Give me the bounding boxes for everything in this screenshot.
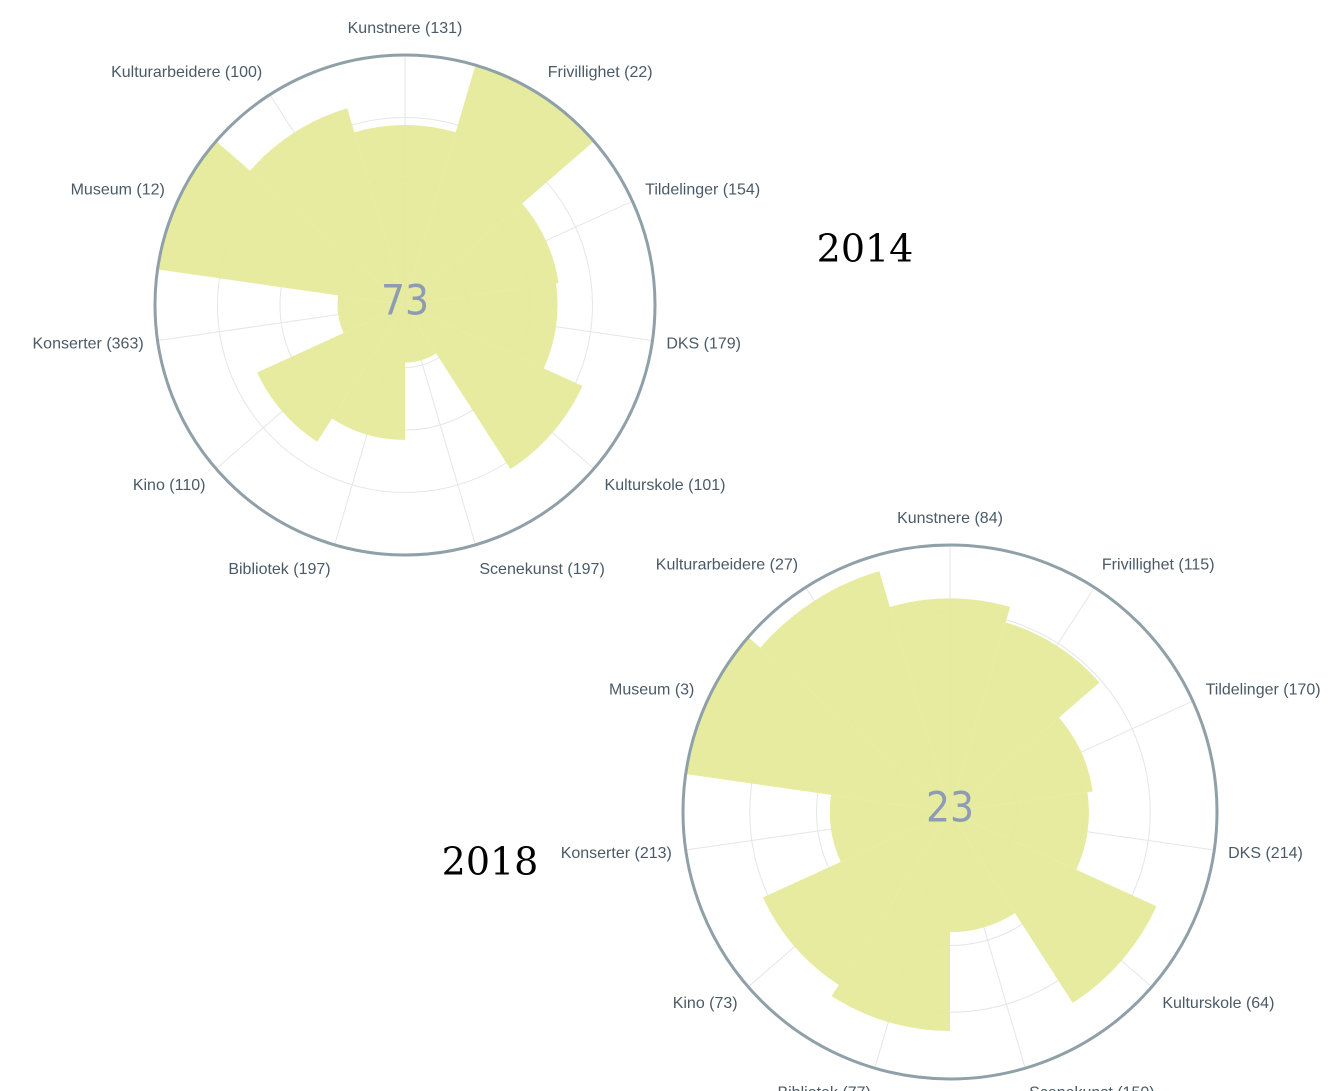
category-label: Tildelinger (154)	[645, 182, 760, 199]
wedge	[762, 812, 950, 985]
category-label: Konserter (363)	[33, 335, 144, 352]
category-label: DKS (214)	[1228, 845, 1303, 862]
center-label: 23	[926, 783, 974, 832]
wedge	[950, 622, 1100, 812]
wedge	[157, 141, 405, 305]
category-label: Museum (3)	[609, 682, 694, 699]
category-label: DKS (179)	[666, 335, 741, 352]
category-label: Kunstnere (84)	[897, 510, 1003, 527]
category-label: Scenekunst (197)	[479, 561, 604, 578]
category-label: Kulturskole (101)	[605, 477, 726, 494]
wedge	[950, 717, 1093, 812]
wedge	[760, 571, 950, 812]
category-label: Kulturarbeidere (27)	[656, 557, 798, 574]
category-label: Kunstnere (131)	[348, 20, 463, 37]
category-label: Kino (110)	[133, 477, 206, 494]
category-label: Frivillighet (22)	[548, 64, 653, 81]
chart-title: 2018	[442, 840, 539, 884]
wedge	[405, 65, 594, 305]
category-label: Bibliotek (197)	[228, 561, 330, 578]
category-label: Bibliotek (77)	[777, 1084, 870, 1091]
category-label: Museum (12)	[71, 182, 165, 199]
outer-ring	[153, 53, 657, 557]
category-label: Tildelinger (170)	[1206, 682, 1321, 699]
wedge	[405, 305, 583, 470]
category-label: Frivillighet (115)	[1102, 557, 1215, 574]
category-label: Konserter (213)	[561, 845, 672, 862]
outer-ring	[681, 543, 1219, 1081]
wedge	[250, 108, 405, 305]
category-label: Scenekunst (150)	[1029, 1084, 1154, 1091]
category-label: Kulturarbeidere (100)	[111, 64, 262, 81]
wedge	[950, 812, 1015, 933]
wedge	[405, 203, 559, 305]
wedge	[950, 792, 1089, 870]
wedge	[950, 812, 1157, 1003]
wedge	[889, 598, 1011, 812]
wedge	[257, 305, 405, 442]
center-label: 73	[381, 276, 429, 325]
wedge	[831, 812, 950, 1031]
wedge	[354, 125, 456, 305]
wedge	[405, 305, 437, 363]
wedge	[829, 794, 950, 862]
chart-title: 2014	[817, 227, 914, 271]
wedge	[405, 283, 558, 369]
wedge	[337, 295, 405, 334]
wedge	[332, 305, 405, 440]
wedge	[685, 637, 950, 812]
category-label: Kulturskole (64)	[1162, 995, 1274, 1012]
category-label: Kino (73)	[673, 995, 738, 1012]
